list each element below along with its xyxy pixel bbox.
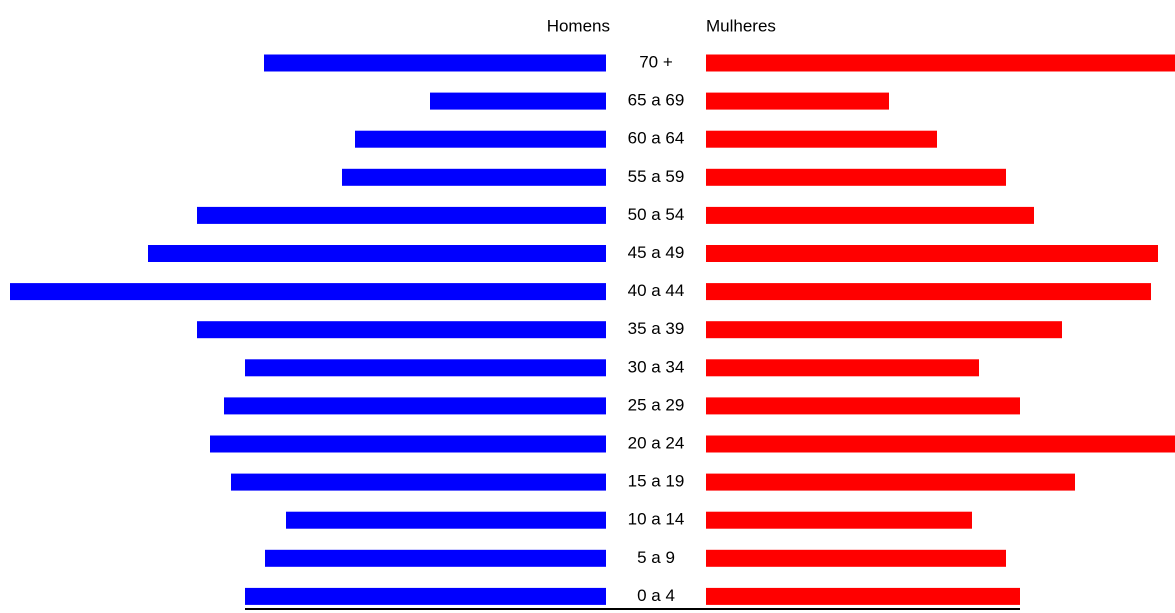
age-label: 40 a 44 xyxy=(628,281,685,300)
bar-men xyxy=(264,54,606,72)
bar-women xyxy=(706,206,1034,224)
bar-men xyxy=(355,130,606,148)
age-label: 55 a 59 xyxy=(628,167,685,186)
bar-men xyxy=(148,245,606,262)
legend-men: Homens xyxy=(547,16,610,35)
age-label: 50 a 54 xyxy=(628,205,685,224)
bar-women xyxy=(706,168,1006,186)
age-label: 30 a 34 xyxy=(628,357,685,376)
bar-women xyxy=(706,549,1006,567)
bar-men xyxy=(430,92,606,110)
age-label: 60 a 64 xyxy=(628,129,685,148)
bar-women xyxy=(706,283,1151,301)
bar-women xyxy=(706,92,889,110)
bar-women xyxy=(706,473,1075,491)
bar-men xyxy=(197,321,606,339)
bar-women xyxy=(706,130,937,148)
age-label: 35 a 39 xyxy=(628,319,685,338)
bar-women xyxy=(706,54,1175,72)
age-label: 10 a 14 xyxy=(628,510,685,529)
bar-men xyxy=(197,206,606,224)
bar-men xyxy=(210,435,606,453)
bar-men xyxy=(245,587,606,605)
bar-men xyxy=(265,549,606,567)
age-label: 70 + xyxy=(639,52,673,71)
age-label: 65 a 69 xyxy=(628,91,685,110)
bar-men xyxy=(224,397,606,415)
bar-women xyxy=(706,511,972,529)
legend-women: Mulheres xyxy=(706,16,776,35)
bar-women xyxy=(706,587,1020,605)
age-label: 25 a 29 xyxy=(628,395,685,414)
bar-women xyxy=(706,321,1062,339)
age-label: 15 a 19 xyxy=(628,472,685,491)
bar-men xyxy=(231,473,606,491)
age-label: 5 a 9 xyxy=(637,548,675,567)
bar-women xyxy=(706,359,979,377)
bar-men xyxy=(10,283,606,301)
age-label: 20 a 24 xyxy=(628,433,685,452)
bar-women xyxy=(706,435,1175,453)
bar-women xyxy=(706,245,1158,262)
bar-men xyxy=(342,168,606,186)
bar-men xyxy=(286,511,606,529)
age-label: 0 a 4 xyxy=(637,586,675,605)
age-label: 45 a 49 xyxy=(628,243,685,262)
bar-men xyxy=(245,359,606,377)
bar-women xyxy=(706,397,1020,415)
